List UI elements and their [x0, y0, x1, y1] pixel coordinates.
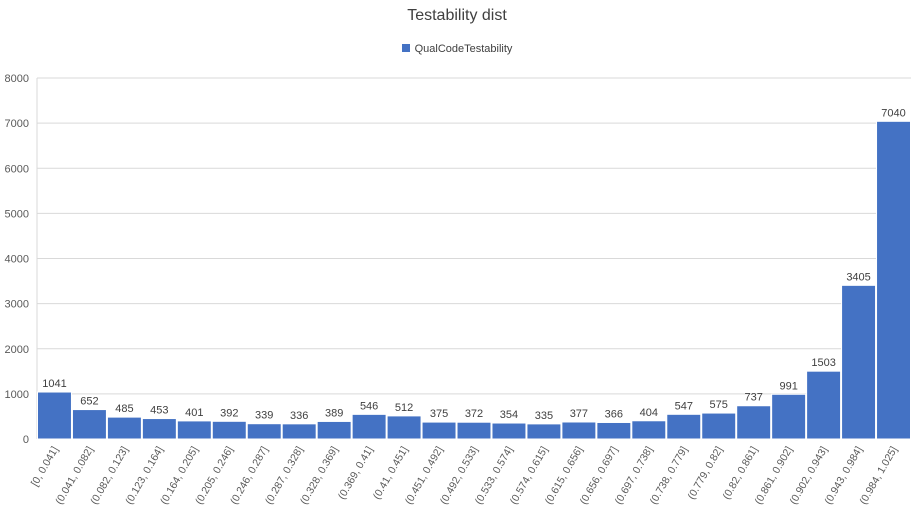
bar [316, 420, 352, 440]
data-label: 991 [779, 380, 797, 392]
y-tick-label: 2000 [5, 344, 29, 356]
data-label: 485 [115, 403, 133, 415]
x-tick-label: (0.82, 0.861] [720, 444, 760, 501]
bar [666, 413, 702, 440]
data-label: 377 [570, 408, 588, 420]
bar [841, 284, 877, 440]
data-label: 547 [675, 400, 693, 412]
bar [351, 413, 387, 440]
bar [141, 418, 177, 440]
data-label: 372 [465, 408, 483, 420]
data-label: 1503 [811, 357, 835, 369]
x-tick-label: [0, 0.041] [29, 444, 61, 488]
data-label: 401 [185, 407, 203, 419]
bar [281, 423, 317, 440]
bar [37, 391, 72, 440]
bar [526, 423, 562, 440]
data-label: 7040 [881, 107, 905, 119]
x-axis: [0, 0.041](0.041, 0.082](0.082, 0.123](0… [29, 444, 900, 506]
y-tick-label: 4000 [5, 254, 29, 266]
legend-label: QualCodeTestability [414, 43, 513, 55]
x-tick-label: (0.41, 0.451] [371, 444, 411, 501]
bar [176, 420, 212, 440]
bar [456, 421, 492, 440]
data-label: 575 [710, 399, 728, 411]
x-tick-label: (0.369, 0.41] [336, 444, 376, 501]
bar [596, 421, 632, 440]
x-tick-label: (0.984, 1.025] [857, 444, 900, 506]
y-tick-label: 1000 [5, 389, 29, 401]
x-tick-label: (0.779, 0.82] [685, 444, 725, 501]
bar [561, 421, 597, 440]
data-label: 336 [290, 410, 308, 422]
bar [701, 412, 737, 440]
bar [771, 393, 807, 440]
data-label: 404 [640, 407, 658, 419]
data-label: 652 [80, 396, 98, 408]
data-labels: 1041 652 485 453 401 392 339 336 389 546 512 375 372… [42, 107, 906, 422]
bar [106, 416, 142, 440]
data-label: 512 [395, 402, 413, 414]
chart-title: Testability dist [407, 7, 507, 24]
bar [246, 423, 282, 440]
data-label: 389 [325, 407, 343, 419]
x-tick-label: (0.738, 0.779] [648, 444, 691, 506]
bar [631, 420, 667, 440]
data-label: 392 [220, 407, 238, 419]
bar [806, 370, 842, 440]
data-label: 366 [605, 408, 623, 420]
y-tick-label: 7000 [5, 118, 29, 130]
bar [491, 422, 527, 440]
data-label: 453 [150, 405, 168, 417]
data-label: 375 [430, 408, 448, 420]
bar [386, 415, 422, 440]
data-label: 3405 [846, 271, 870, 283]
legend-swatch [401, 44, 410, 52]
data-label: 546 [360, 400, 378, 412]
legend: QualCodeTestability [0, 43, 914, 55]
bars [37, 120, 911, 440]
data-label: 339 [255, 410, 273, 422]
bar [876, 120, 911, 440]
bar [211, 420, 247, 440]
y-tick-label: 8000 [5, 73, 29, 85]
data-label: 737 [745, 392, 763, 404]
y-tick-label: 6000 [5, 163, 29, 175]
bar [71, 409, 107, 440]
bar [421, 421, 457, 440]
y-axis: 0 1000 2000 3000 4000 5000 6000 7000 8000 [5, 73, 38, 446]
data-label: 335 [535, 410, 553, 422]
y-tick-label: 0 [23, 434, 29, 446]
y-tick-label: 5000 [5, 208, 29, 220]
data-label: 1041 [42, 378, 66, 390]
y-tick-label: 3000 [5, 299, 29, 311]
bar [736, 405, 772, 440]
x-tick-label: (0.328, 0.369] [298, 444, 341, 506]
data-label: 354 [500, 409, 518, 421]
